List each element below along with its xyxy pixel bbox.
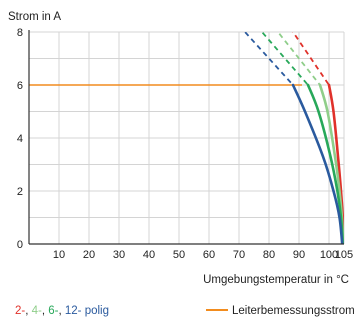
y-tick-0: 0: [17, 239, 23, 251]
legend-12-pole: 12-: [65, 305, 82, 317]
y-tick-6: 6: [17, 80, 23, 92]
legend-rated-current: Leiterbemessungsstrom: [232, 305, 355, 317]
series-6-pole: [260, 32, 344, 244]
legend-6-pole: 6-: [48, 305, 58, 317]
y-tick-2: 2: [17, 186, 23, 198]
axes: [28, 30, 344, 245]
x-tick-10: 10: [53, 249, 65, 261]
x-tick-80: 80: [263, 249, 275, 261]
x-tick-70: 70: [233, 249, 245, 261]
x-tick-90: 90: [293, 249, 305, 261]
series-dashed-2: [260, 32, 309, 86]
series-12-pole: [243, 32, 344, 244]
series-solid-2: [306, 83, 344, 244]
x-tick-50: 50: [173, 249, 185, 261]
legend-suffix: polig: [85, 305, 109, 317]
x-tick-40: 40: [143, 249, 155, 261]
legend: 2-, 4-, 6-, 12- polig Leiterbemessungsst…: [15, 305, 355, 317]
y-tick-8: 8: [17, 27, 23, 39]
legend-4-pole: 4-: [32, 305, 42, 317]
x-tick-30: 30: [113, 249, 125, 261]
y-axis-label: Strom in A: [8, 11, 61, 23]
y-tick-4: 4: [17, 133, 23, 145]
curves: [243, 32, 344, 244]
legend-poles: 2-, 4-, 6-, 12- polig: [15, 305, 109, 317]
legend-2-pole: 2-: [15, 305, 25, 317]
series-dashed-0: [291, 32, 330, 86]
series-dashed-1: [276, 32, 321, 86]
series-dashed-3: [243, 32, 294, 86]
x-tick-105: 105: [335, 249, 353, 261]
x-tick-100: 100: [320, 249, 338, 261]
y-tick-labels: 0 2 4 6 8: [17, 27, 23, 251]
x-tick-60: 60: [203, 249, 215, 261]
grid: [29, 31, 345, 244]
series-solid-3: [291, 83, 344, 244]
x-tick-20: 20: [83, 249, 95, 261]
x-axis-label: Umgebungstemperatur in °C: [203, 274, 349, 286]
